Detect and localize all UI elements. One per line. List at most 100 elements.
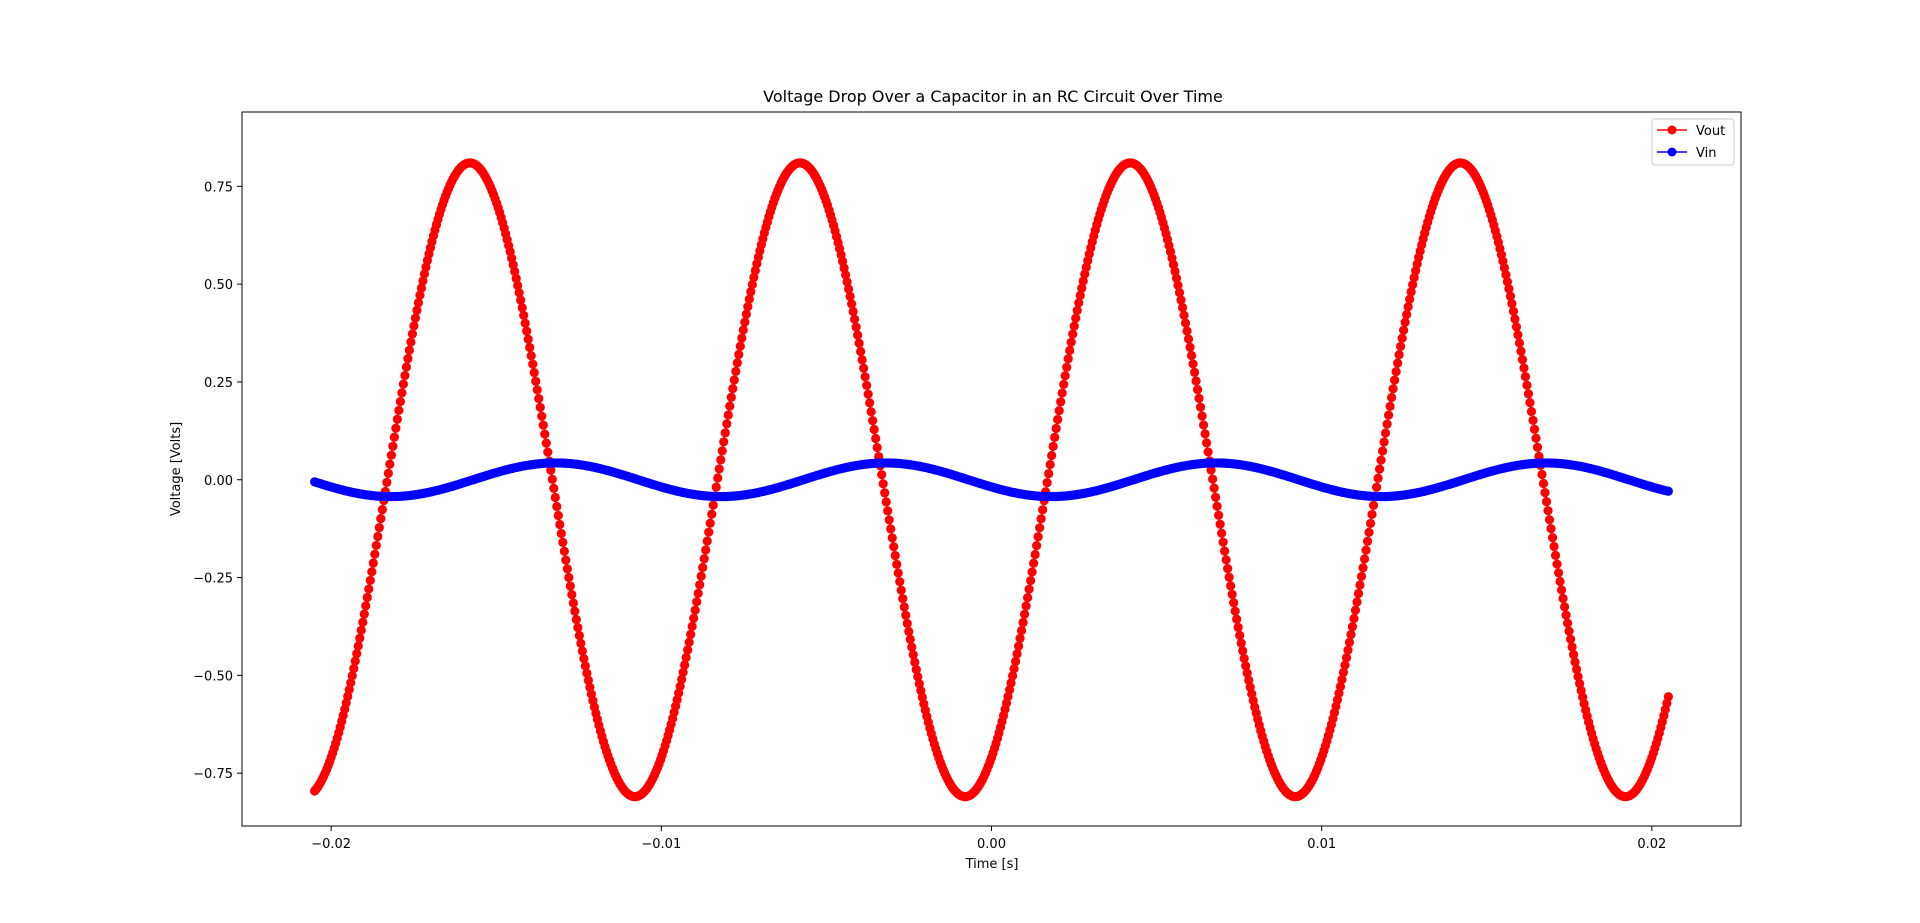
data-point-vout <box>687 621 697 631</box>
data-point-vout <box>1015 633 1025 644</box>
data-point-vout <box>1065 345 1075 356</box>
data-point-vout <box>884 515 894 525</box>
data-point-vout <box>683 645 693 655</box>
data-point-vout <box>723 410 733 420</box>
data-point-vout <box>1541 497 1552 507</box>
data-point-vout <box>1200 429 1210 439</box>
data-point-vout <box>403 353 413 364</box>
data-point-vout <box>1565 634 1576 644</box>
data-point-vout <box>561 555 571 565</box>
data-point-vout <box>1522 380 1532 390</box>
data-point-vout <box>1501 270 1511 280</box>
data-point-vout <box>1399 325 1409 335</box>
data-point-vout <box>1335 681 1346 692</box>
data-point-vout <box>1343 645 1353 655</box>
data-point-vout <box>546 465 556 475</box>
data-point-vout <box>386 450 396 460</box>
data-point-vout <box>1186 350 1197 361</box>
data-point-vout <box>347 671 357 681</box>
data-point-vin <box>1663 486 1673 496</box>
data-point-vout <box>1575 679 1585 689</box>
data-point-vout <box>416 283 427 293</box>
data-point-vout <box>692 597 702 607</box>
data-point-vout <box>1570 657 1580 667</box>
data-point-vout <box>1241 661 1251 671</box>
data-point-vout <box>510 266 520 277</box>
data-point-vout <box>725 401 735 411</box>
data-point-vout <box>1374 464 1385 474</box>
data-point-vout <box>376 514 386 524</box>
data-point-vout <box>1558 593 1568 604</box>
data-point-vout <box>1390 375 1400 385</box>
data-point-vout <box>1010 656 1021 666</box>
data-point-vout <box>1382 419 1392 429</box>
data-point-vout <box>872 442 882 453</box>
data-point-vout <box>895 577 905 587</box>
data-point-vout <box>373 531 383 542</box>
x-tick-label: 0.00 <box>977 837 1006 852</box>
data-point-vout <box>696 571 706 581</box>
data-point-vout <box>1352 597 1362 607</box>
data-point-vout <box>1239 653 1249 664</box>
data-point-vout <box>1547 533 1558 543</box>
data-point-vout <box>1198 420 1209 430</box>
data-point-vout <box>1359 554 1370 564</box>
data-point-vout <box>1177 302 1188 313</box>
x-tick-label: −0.02 <box>311 837 351 852</box>
data-point-vout <box>857 355 867 365</box>
data-point-vout <box>549 483 559 493</box>
data-point-vout <box>1340 660 1350 670</box>
data-point-vout <box>842 277 852 287</box>
data-point-vout <box>1523 389 1534 399</box>
data-point-vout <box>1537 469 1547 480</box>
data-point-vout <box>740 317 750 327</box>
data-point-vout <box>695 580 705 590</box>
data-point-vout <box>537 411 547 421</box>
data-point-vout <box>355 633 365 643</box>
data-point-vout <box>382 477 392 488</box>
data-point-vout <box>1038 505 1048 515</box>
y-axis-label: Voltage [Volts] <box>169 422 184 516</box>
data-point-vout <box>556 528 566 539</box>
data-point-vout <box>896 585 906 595</box>
data-point-vout <box>1170 266 1180 276</box>
y-tick-label: −0.75 <box>193 767 233 782</box>
data-point-vout <box>352 649 362 659</box>
data-point-vout <box>901 610 911 620</box>
data-point-vout <box>377 504 387 515</box>
data-point-vout <box>910 657 920 667</box>
data-point-vout <box>1406 287 1416 297</box>
x-axis-label: Time [s] <box>965 857 1019 872</box>
data-point-vout <box>1349 613 1359 624</box>
data-point-vout <box>1371 482 1382 492</box>
data-point-vout <box>746 287 756 297</box>
data-point-vout <box>344 685 354 695</box>
data-point-vout <box>1174 288 1185 298</box>
y-tick-label: 0.25 <box>204 376 233 391</box>
data-point-vout <box>749 272 759 283</box>
data-point-vout <box>1383 410 1394 420</box>
data-point-vout <box>517 303 527 313</box>
data-point-vout <box>1182 326 1192 336</box>
data-point-vout <box>401 362 411 372</box>
data-point-vout <box>883 506 893 516</box>
data-point-vout <box>1006 678 1016 688</box>
data-point-vout <box>850 314 860 324</box>
data-point-vout <box>1346 629 1356 640</box>
data-point-vout <box>1030 549 1040 560</box>
data-point-vout <box>689 613 699 623</box>
data-point-vout <box>1069 321 1079 331</box>
data-point-vout <box>511 273 521 284</box>
data-point-vout <box>880 488 890 498</box>
data-point-vout <box>1347 621 1358 632</box>
data-point-vout <box>567 589 577 600</box>
data-point-vout <box>349 663 359 674</box>
data-point-vout <box>698 562 708 573</box>
data-point-vout <box>854 338 864 348</box>
data-point-vout <box>908 650 918 660</box>
data-point-vout <box>553 510 563 521</box>
data-point-vout <box>887 533 897 543</box>
data-point-vout <box>364 584 374 594</box>
data-point-vout <box>1358 563 1368 573</box>
